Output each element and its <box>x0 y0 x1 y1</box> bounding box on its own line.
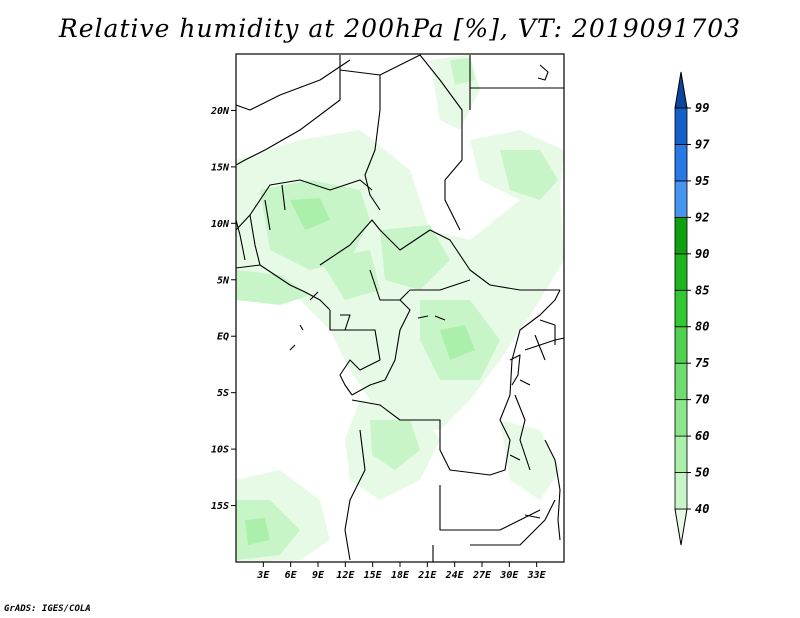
lon-tick-label: 15E <box>364 570 383 581</box>
humidity-patch <box>380 225 450 290</box>
colorbar-label: 50 <box>695 466 709 480</box>
longitude-axis: 3E 6E 9E 12E 15E 18E 21E 24E 27E 30E 33E <box>256 562 547 581</box>
chart-title: Relative humidity at 200hPa [%], VT: 201… <box>58 14 742 43</box>
lon-tick-label: 12E <box>336 570 355 581</box>
colorbar-label: 85 <box>695 283 709 297</box>
colorbar-label: 95 <box>695 174 709 188</box>
colorbar-label: 90 <box>695 247 709 261</box>
humidity-patch <box>440 325 475 360</box>
lat-tick-label: 20N <box>210 106 230 117</box>
colorbar-label: 40 <box>695 502 709 516</box>
humidity-patch <box>370 420 420 470</box>
lon-tick-label: 21E <box>417 570 437 581</box>
colorbar-min-arrow <box>674 508 688 546</box>
country-borders <box>235 54 565 562</box>
latitude-axis: 20N 15N 10N 5N EQ 5S 10S 15S <box>210 106 236 512</box>
humidity-patch <box>500 420 560 500</box>
humidity-patch <box>236 270 310 305</box>
lat-tick-label: 10S <box>211 445 229 456</box>
humidity-patch <box>236 500 300 560</box>
lat-tick-label: EQ <box>217 332 229 343</box>
colorbar-label: 75 <box>695 356 709 370</box>
colorbar-segment <box>674 472 688 510</box>
humidity-shading <box>236 55 564 562</box>
lon-tick-label: 33E <box>527 570 547 581</box>
lon-tick-label: 18E <box>391 570 410 581</box>
lat-tick-label: 5S <box>217 388 229 399</box>
lon-tick-label: 3E <box>256 570 270 581</box>
lon-tick-label: 6E <box>285 570 298 581</box>
colorbar-segment <box>674 144 688 182</box>
colorbar-segment <box>674 399 688 437</box>
colorbar-label: 60 <box>695 429 709 443</box>
lon-tick-label: 9E <box>312 570 325 581</box>
lat-tick-label: 10N <box>211 219 230 230</box>
humidity-patch <box>245 518 270 545</box>
colorbar-label: 70 <box>695 393 709 407</box>
colorbar-label: 99 <box>695 101 709 115</box>
lat-tick-label: 15N <box>211 162 230 173</box>
colorbar: 40 50 60 70 75 80 85 90 92 95 97 99 <box>674 71 710 546</box>
colorbar-segment <box>674 326 688 364</box>
humidity-patch <box>320 250 380 300</box>
colorbar-segment <box>674 253 688 291</box>
lon-tick-label: 30E <box>499 570 519 581</box>
colorbar-segment <box>674 289 688 328</box>
colorbar-segment <box>674 216 688 255</box>
colorbar-max-arrow <box>674 71 688 109</box>
lat-tick-label: 5N <box>217 275 230 286</box>
humidity-patch <box>290 198 330 230</box>
colorbar-segment <box>674 180 688 218</box>
humidity-patch <box>450 58 475 85</box>
colorbar-segment <box>674 435 688 473</box>
colorbar-label: 80 <box>695 320 709 334</box>
grads-credit: GrADS: IGES/COLA <box>4 604 91 614</box>
lat-tick-label: 15S <box>211 501 229 512</box>
colorbar-label: 92 <box>695 210 709 224</box>
lon-tick-label: 27E <box>472 570 492 581</box>
humidity-patch <box>500 150 558 200</box>
lon-tick-label: 24E <box>445 570 465 581</box>
colorbar-segment <box>674 107 688 145</box>
colorbar-label: 97 <box>695 137 710 151</box>
colorbar-segment <box>674 362 688 401</box>
